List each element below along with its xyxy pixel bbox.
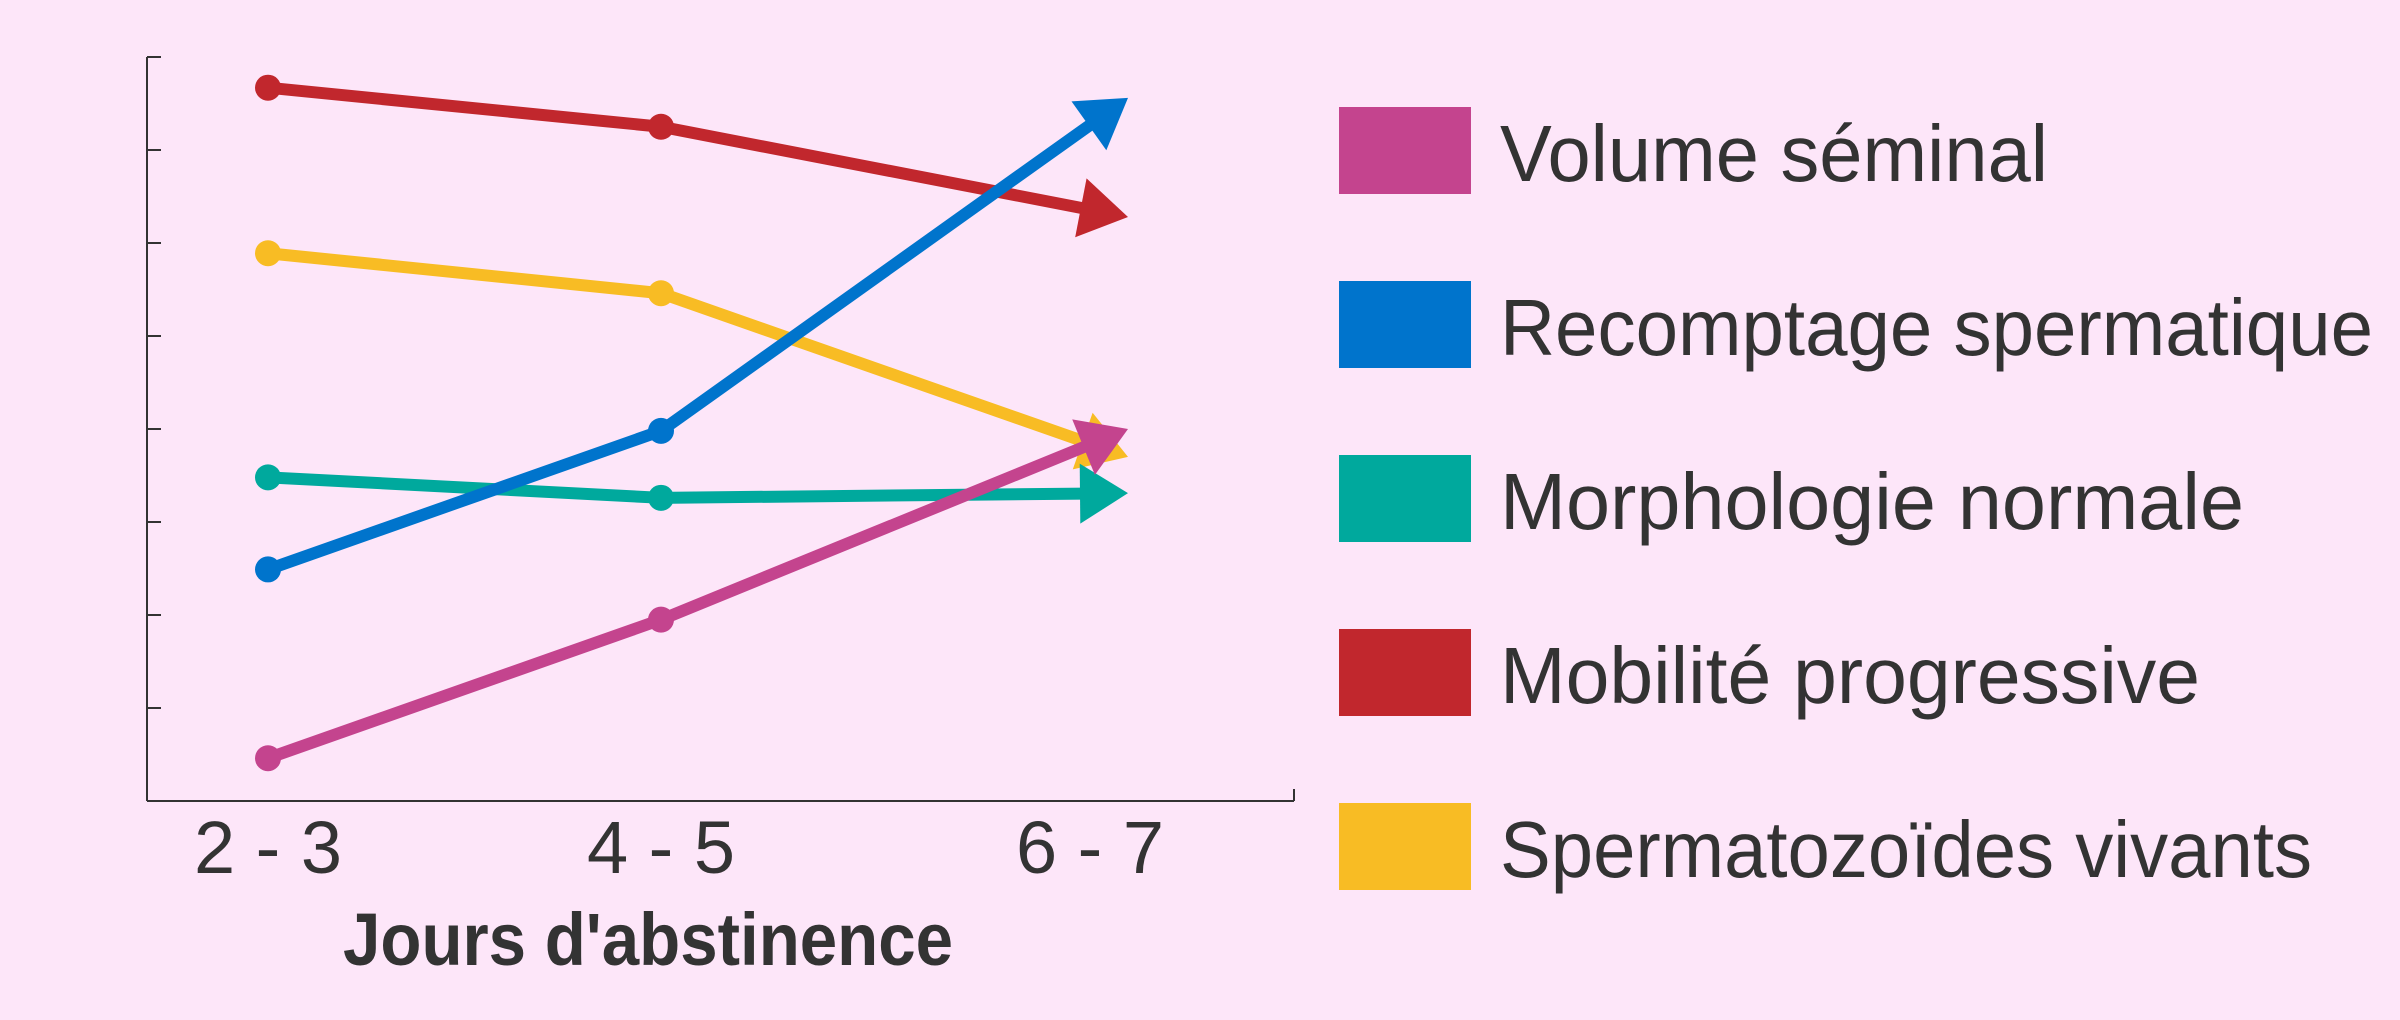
legend-swatch	[1339, 629, 1471, 716]
arrow-head	[1075, 178, 1128, 238]
legend-item: Morphologie normale	[1339, 455, 2244, 546]
legend-label: Spermatozoïdes vivants	[1500, 805, 2312, 894]
x-tick-label: 6 - 7	[1016, 806, 1164, 889]
data-point	[648, 113, 674, 140]
data-point	[648, 606, 674, 633]
x-tick-label: 2 - 3	[194, 806, 342, 889]
x-tick-labels: 2 - 3 4 - 5 6 - 7	[194, 806, 1164, 889]
series-line	[267, 81, 1086, 215]
legend-item: Recomptage spermatique	[1339, 281, 2373, 372]
data-point	[255, 240, 281, 267]
legend-swatch	[1339, 455, 1471, 542]
series-volume-s-minal	[255, 419, 1128, 772]
data-point	[255, 556, 281, 583]
legend-swatch	[1339, 281, 1471, 368]
data-point	[648, 484, 674, 511]
data-point	[648, 280, 674, 307]
series-spermatozo-des-vivants	[255, 240, 1128, 470]
series-morphologie-normale	[255, 463, 1128, 524]
data-point	[255, 74, 281, 101]
arrow-head	[1071, 97, 1128, 151]
series-layer	[255, 74, 1128, 772]
legend-item: Volume séminal	[1339, 107, 2048, 198]
series-recomptage-spermatique	[255, 97, 1128, 583]
legend-item: Spermatozoïdes vivants	[1339, 803, 2312, 894]
legend-label: Volume séminal	[1500, 109, 2048, 198]
x-tick-label: 4 - 5	[587, 806, 735, 889]
data-point	[648, 417, 674, 444]
x-axis-title: Jours d'abstinence	[343, 898, 953, 981]
legend: Volume séminal Recomptage spermatique Morp…	[1339, 107, 2373, 894]
arrow-head	[1079, 463, 1128, 524]
legend-label: Morphologie normale	[1500, 457, 2244, 546]
legend-label: Recomptage spermatique	[1500, 283, 2373, 372]
legend-swatch	[1339, 803, 1471, 890]
data-point	[255, 464, 281, 491]
legend-label: Mobilité progressive	[1500, 631, 2200, 720]
axes	[146, 56, 1295, 802]
arrow-head	[1072, 419, 1128, 475]
series-mobilit-progressive	[255, 74, 1128, 238]
legend-swatch	[1339, 107, 1471, 194]
data-point	[255, 745, 281, 772]
legend-item: Mobilité progressive	[1339, 629, 2200, 720]
